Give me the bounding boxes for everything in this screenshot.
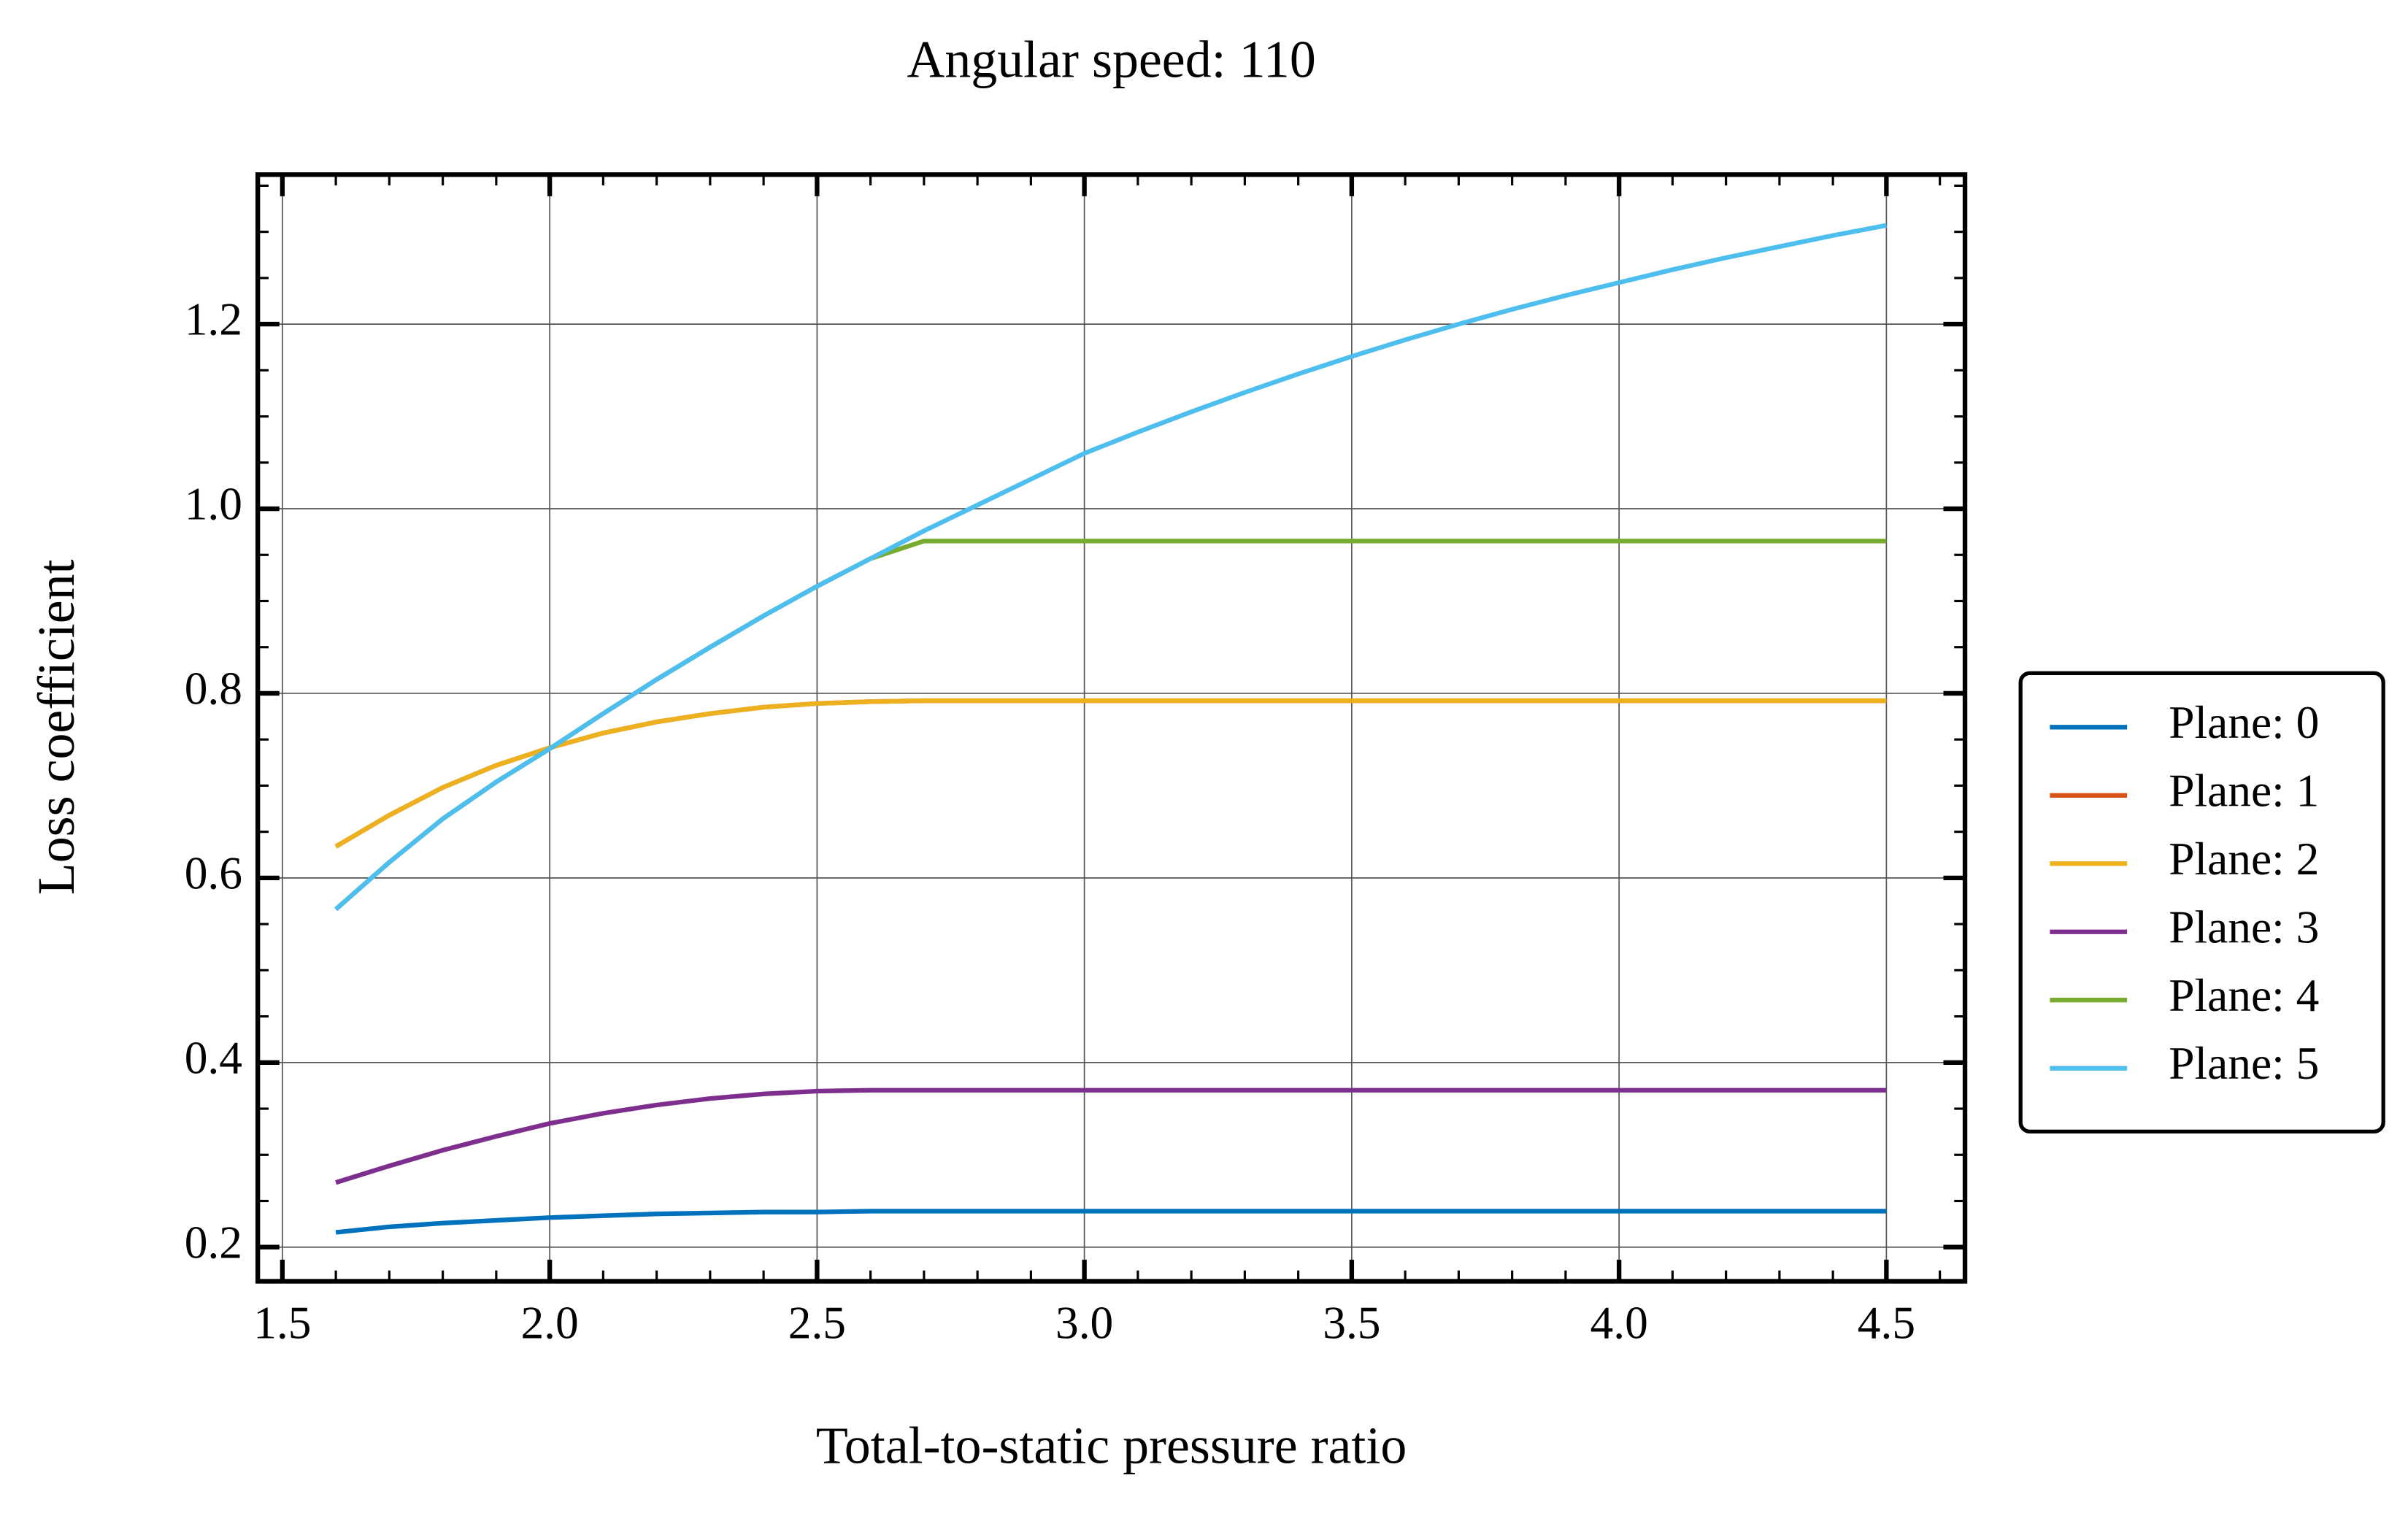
legend-label: Plane: 0	[2169, 696, 2319, 748]
legend-label: Plane: 5	[2169, 1037, 2319, 1089]
y-tick-label: 1.2	[185, 293, 242, 345]
series-line	[335, 1209, 1887, 1235]
legend-label: Plane: 2	[2169, 833, 2319, 885]
y-tick-label: 0.6	[185, 847, 242, 898]
x-tick-label: 4.0	[1590, 1297, 1647, 1349]
x-tick-label: 2.0	[520, 1297, 578, 1349]
x-tick-label: 3.0	[1055, 1297, 1113, 1349]
y-tick-label: 0.8	[185, 663, 242, 715]
x-axis-label: Total-to-static pressure ratio	[816, 1417, 1407, 1475]
chart-title: Angular speed: 110	[907, 31, 1315, 89]
series-line	[335, 1087, 1887, 1185]
legend-label: Plane: 3	[2169, 901, 2319, 952]
plot-frame	[255, 172, 1968, 1284]
y-axis-label: Loss coefficient	[27, 559, 85, 895]
series-line	[334, 698, 1887, 849]
x-tick-label: 4.5	[1858, 1297, 1915, 1349]
x-tick-label: 1.5	[253, 1297, 311, 1349]
series-line	[334, 698, 1887, 849]
legend-label: Plane: 4	[2169, 969, 2319, 1021]
legend: Plane: 0 Plane: 1 Plane: 2 Plane: 3 Plane: 4…	[2018, 671, 2385, 1134]
series-line	[334, 539, 1887, 912]
x-tick-label: 2.5	[788, 1297, 846, 1349]
legend-label: Plane: 1	[2169, 764, 2319, 816]
x-tick-label: 3.5	[1323, 1297, 1380, 1349]
y-tick-label: 1.0	[185, 478, 242, 530]
series-line	[334, 223, 1887, 912]
legend-box	[2018, 671, 2385, 1134]
y-tick-label: 0.4	[185, 1031, 242, 1083]
y-tick-label: 0.2	[185, 1216, 242, 1268]
